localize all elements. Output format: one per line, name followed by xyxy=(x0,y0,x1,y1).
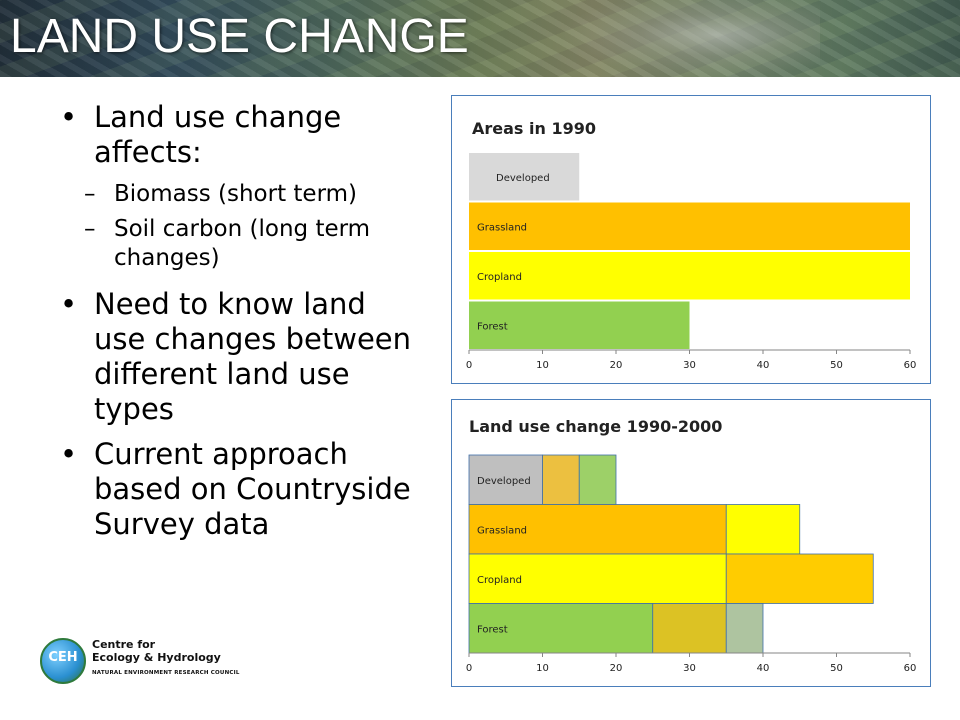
x-tick-label: 30 xyxy=(683,360,696,371)
bullet-line: Survey data xyxy=(94,507,270,541)
x-tick-label: 0 xyxy=(466,360,472,371)
chart-title: Areas in 1990 xyxy=(472,119,596,138)
aerial-town-area xyxy=(560,0,820,77)
bullet-line: based on Countryside xyxy=(94,472,411,506)
x-tick-label: 50 xyxy=(830,360,843,371)
bullet-marker: • xyxy=(60,100,78,134)
x-tick-label: 10 xyxy=(536,360,549,371)
bar-segment xyxy=(542,454,580,505)
x-tick-label: 30 xyxy=(683,663,696,674)
bar-segment xyxy=(468,454,543,505)
x-tick-label: 10 xyxy=(536,663,549,674)
bar-segment xyxy=(468,553,727,604)
x-tick-label: 20 xyxy=(610,360,623,371)
chart-areas-1990-svg: Areas in 1990 Developed Grassland Cropland F… xyxy=(466,119,917,371)
bar-label: Grassland xyxy=(477,222,527,233)
chart-areas-1990: Areas in 1990 Developed Grassland Cropland F… xyxy=(451,95,931,384)
x-tick-label: 60 xyxy=(904,663,917,674)
bar-segment xyxy=(725,603,764,654)
bullet-list: • Land use change affects: – Biomass (sh… xyxy=(60,100,440,552)
bar-segment xyxy=(725,504,801,555)
bar-label: Forest xyxy=(477,624,508,635)
bar-segment xyxy=(578,454,617,505)
sub-bullet-item: – Biomass (short term) xyxy=(60,180,440,209)
bar xyxy=(469,301,690,349)
ceh-logo-icon xyxy=(40,638,86,684)
sub-bullet-item: – Soil carbon (long term changes) xyxy=(60,215,440,273)
title-banner: LAND USE CHANGE xyxy=(0,0,960,77)
slide-title: LAND USE CHANGE xyxy=(10,10,469,63)
bullet-line: use changes between xyxy=(94,322,412,356)
bar-label: Cropland xyxy=(477,575,522,586)
bullet-item: • Land use change affects: xyxy=(60,100,440,170)
bar-label: Grassland xyxy=(477,525,527,536)
sub-bullet-line: Soil carbon (long term xyxy=(114,216,371,242)
sub-bullet-marker: – xyxy=(84,181,96,207)
sub-bullet-line: Biomass (short term) xyxy=(114,181,358,207)
bar-segment xyxy=(725,553,874,604)
bullet-item: • Need to know land use changes between … xyxy=(60,287,440,427)
ceh-logo: CEH Centre for Ecology & Hydrology NATUR… xyxy=(40,636,240,686)
bullet-line: different land use xyxy=(94,357,350,391)
logo-line-2: Ecology & Hydrology xyxy=(92,651,221,664)
bullet-line: Land use change xyxy=(94,100,342,134)
logo-abbreviation: CEH xyxy=(48,650,78,665)
sub-bullet-marker: – xyxy=(84,216,96,242)
chart-title: Land use change 1990-2000 xyxy=(469,417,722,436)
x-tick-label: 40 xyxy=(757,663,770,674)
bar xyxy=(469,153,580,201)
bullet-marker: • xyxy=(60,287,78,321)
bar-label: Developed xyxy=(477,476,531,487)
bullet-line: Need to know land xyxy=(94,287,366,321)
x-tick-label: 60 xyxy=(904,360,917,371)
bar-segment xyxy=(652,603,727,654)
bullet-line: affects: xyxy=(94,135,202,169)
chart-land-use-change: Land use change 1990-2000 Developed Grassl… xyxy=(451,399,931,687)
x-tick-label: 20 xyxy=(610,663,623,674)
bar-segment xyxy=(468,504,727,555)
bullet-line: types xyxy=(94,392,174,426)
bar-label: Forest xyxy=(477,321,508,332)
bar-label: Cropland xyxy=(477,272,522,283)
x-tick-label: 40 xyxy=(757,360,770,371)
x-tick-label: 50 xyxy=(830,663,843,674)
bullet-item: • Current approach based on Countryside … xyxy=(60,437,440,542)
chart-land-use-change-svg: Land use change 1990-2000 Developed Grassl… xyxy=(466,417,917,674)
bar-label: Developed xyxy=(496,173,550,184)
logo-line-1: Centre for xyxy=(92,638,156,651)
x-tick-label: 0 xyxy=(466,663,472,674)
bar xyxy=(469,202,910,250)
sub-bullet-line: changes) xyxy=(114,245,220,271)
bar xyxy=(469,252,910,300)
bullet-line: Current approach xyxy=(94,437,348,471)
logo-line-3: NATURAL ENVIRONMENT RESEARCH COUNCIL xyxy=(92,670,240,676)
bullet-marker: • xyxy=(60,437,78,471)
sub-bullet-list: – Biomass (short term) – Soil carbon (lo… xyxy=(60,180,440,273)
